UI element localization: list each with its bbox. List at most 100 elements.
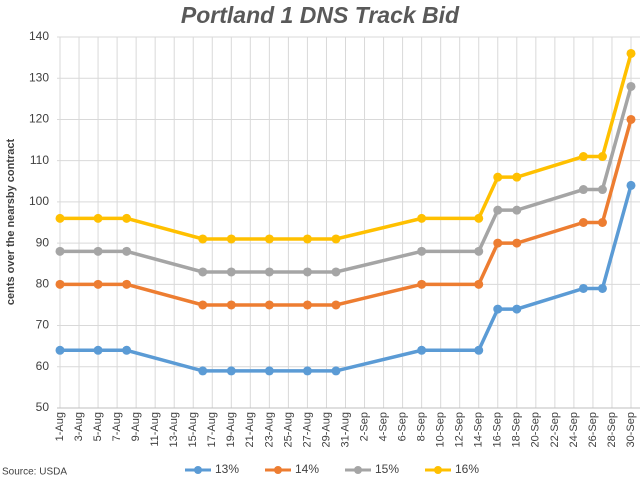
y-tick-label: 120 xyxy=(29,112,49,126)
point xyxy=(597,152,607,162)
point xyxy=(597,283,607,293)
x-tick-label: 13-Aug xyxy=(168,412,180,447)
legend-label: 16% xyxy=(455,462,479,476)
point xyxy=(93,345,103,355)
point xyxy=(474,213,484,223)
point xyxy=(417,345,427,355)
point xyxy=(331,366,341,376)
point xyxy=(122,279,132,289)
x-tick-label: 22-Sep xyxy=(549,412,561,447)
point xyxy=(512,304,522,314)
x-tick-label: 4-Sep xyxy=(377,412,389,441)
point xyxy=(122,246,132,256)
x-tick-label: 12-Sep xyxy=(454,412,466,447)
point xyxy=(474,279,484,289)
point xyxy=(331,267,341,277)
point xyxy=(597,185,607,195)
x-tick-label: 24-Sep xyxy=(568,412,580,447)
point xyxy=(302,300,312,310)
x-tick-label: 27-Aug xyxy=(301,412,313,447)
point xyxy=(331,300,341,310)
x-tick-label: 1-Aug xyxy=(54,412,66,441)
point xyxy=(597,218,607,227)
x-tick-label: 2-Sep xyxy=(358,412,370,441)
point xyxy=(626,48,636,58)
point xyxy=(493,172,503,182)
y-tick-label: 110 xyxy=(30,153,49,167)
point xyxy=(264,300,274,310)
point xyxy=(578,185,588,195)
x-tick-label: 11-Aug xyxy=(149,412,161,447)
point xyxy=(512,205,522,215)
x-tick-label: 3-Aug xyxy=(73,412,85,441)
point xyxy=(302,267,312,277)
legend-label: 13% xyxy=(215,462,239,476)
point xyxy=(417,213,427,223)
x-tick-label: 17-Aug xyxy=(206,412,218,447)
point xyxy=(302,234,312,244)
point xyxy=(578,152,588,162)
legend-label: 15% xyxy=(375,462,399,476)
point xyxy=(578,218,588,227)
point xyxy=(226,234,236,244)
point xyxy=(626,180,636,190)
x-tick-label: 7-Aug xyxy=(111,412,123,441)
x-tick-label: 6-Sep xyxy=(397,412,409,441)
point xyxy=(578,283,588,293)
legend-marker xyxy=(434,466,442,474)
x-tick-label: 10-Sep xyxy=(435,412,447,447)
point xyxy=(198,300,208,310)
point xyxy=(55,213,65,223)
y-axis-label: cents over the nearsby contract xyxy=(5,139,17,306)
chart-title: Portland 1 DNS Track Bid xyxy=(181,2,460,28)
x-tick-label: 25-Aug xyxy=(282,412,294,447)
point xyxy=(626,81,636,91)
y-tick-label: 70 xyxy=(36,318,50,332)
point xyxy=(493,304,503,314)
y-tick-label: 50 xyxy=(36,400,50,414)
x-tick-label: 20-Sep xyxy=(530,412,542,447)
point xyxy=(55,345,65,355)
source: Source: USDA xyxy=(2,467,67,478)
x-tick-label: 19-Aug xyxy=(225,412,237,447)
x-tick-label: 23-Aug xyxy=(263,412,275,447)
point xyxy=(226,267,236,277)
point xyxy=(55,279,65,289)
point xyxy=(331,234,341,244)
point xyxy=(493,238,503,248)
point xyxy=(93,279,103,289)
point xyxy=(122,345,132,355)
y-tick-label: 130 xyxy=(29,70,49,84)
point xyxy=(93,246,103,256)
x-tick-label: 8-Sep xyxy=(416,412,428,441)
x-tick-label: 30-Sep xyxy=(625,412,637,447)
x-tick-label: 26-Sep xyxy=(587,412,599,447)
point xyxy=(55,246,65,256)
point xyxy=(198,366,208,376)
x-tick-label: 9-Aug xyxy=(130,412,142,441)
point xyxy=(417,279,427,289)
y-tick-label: 60 xyxy=(36,359,50,373)
legend-marker xyxy=(274,466,282,474)
x-tick-label: 21-Aug xyxy=(244,412,256,447)
x-tick-label: 5-Aug xyxy=(92,412,104,441)
y-tick-label: 100 xyxy=(29,194,49,208)
point xyxy=(198,234,208,244)
point xyxy=(226,366,236,376)
legend-marker xyxy=(354,466,362,474)
y-tick-label: 80 xyxy=(36,277,50,291)
y-tick-label: 90 xyxy=(36,235,50,249)
point xyxy=(417,246,427,256)
x-tick-label: 31-Aug xyxy=(339,412,351,447)
x-tick-label: 16-Sep xyxy=(492,412,504,447)
point xyxy=(512,238,522,248)
point xyxy=(93,213,103,223)
x-tick-label: 14-Sep xyxy=(473,412,485,447)
point xyxy=(226,300,236,310)
point xyxy=(474,345,484,355)
point xyxy=(493,205,503,215)
x-tick-label: 29-Aug xyxy=(320,412,332,447)
point xyxy=(626,114,636,124)
x-tick-label: 18-Sep xyxy=(511,412,523,447)
